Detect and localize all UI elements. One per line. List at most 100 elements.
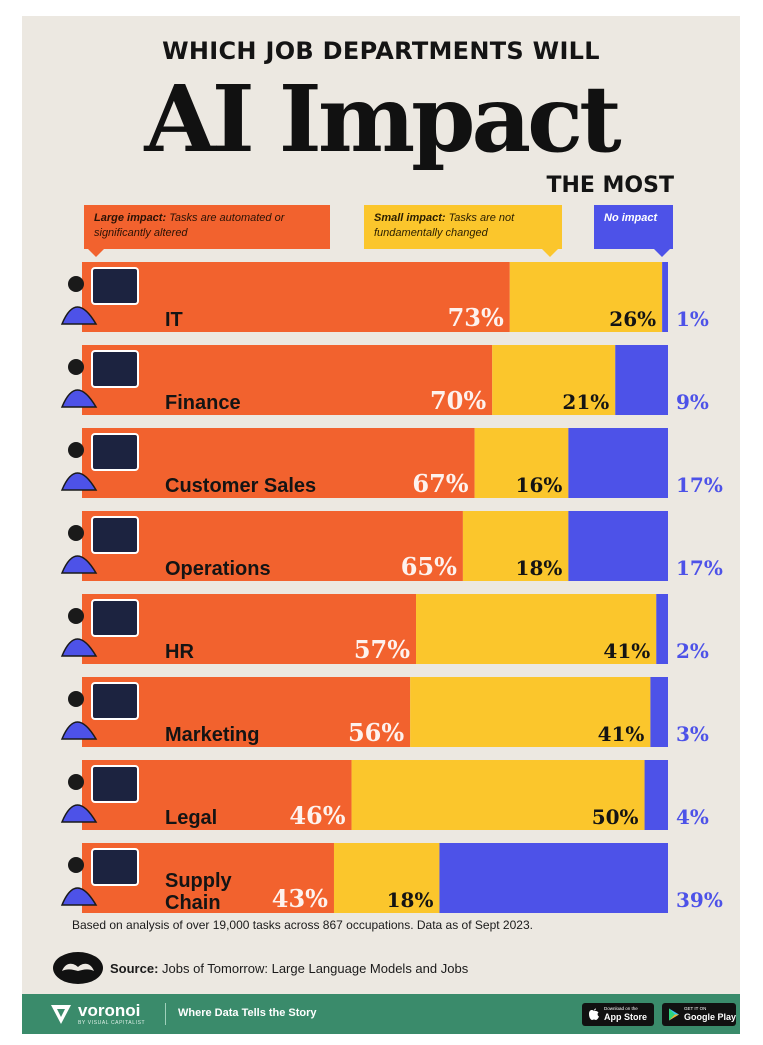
- source-line: Source: Jobs of Tomorrow: Large Language…: [110, 961, 468, 976]
- illustration-finance-screen-icon: [91, 350, 139, 388]
- value-label-finance-small-impact: 21%: [562, 390, 609, 414]
- bar-hr-small-impact: [416, 594, 657, 664]
- value-label-legal-no-impact: 4%: [676, 805, 709, 829]
- bar-customer-sales-large-impact: [82, 428, 475, 498]
- google-play-small-text: GET IT ON: [684, 1006, 707, 1011]
- bar-finance-small-impact: [492, 345, 616, 415]
- value-label-finance-no-impact: 9%: [676, 390, 709, 414]
- legend-no-impact: No impact: [594, 205, 673, 249]
- mustache-source-icon: [53, 952, 103, 984]
- illustration-operations-head-icon: [68, 525, 84, 541]
- illustration-marketing-body-icon: [60, 721, 98, 740]
- category-label-legal: Legal: [165, 807, 217, 829]
- value-label-it-large-impact: 73%: [448, 303, 504, 332]
- legend-large-pointer: [88, 249, 104, 257]
- stacked-bar-chart: 73% 26% 1% IT 70% 21% 9% Finance 67% 16% 17% Custom…: [60, 262, 723, 914]
- legend-small-text: Tasks are not fundamentally changed: [374, 212, 515, 239]
- bar-hr-no-impact: [656, 594, 668, 664]
- bar-customer-sales-small-impact: [474, 428, 569, 498]
- illustration-customer-sales-body-icon: [60, 472, 98, 491]
- source-label: Source:: [110, 961, 159, 976]
- illustration-hr-body-icon: [60, 638, 98, 657]
- category-label-customer-sales: Customer Sales: [165, 475, 316, 497]
- footnote: Based on analysis of over 19,000 tasks a…: [72, 918, 533, 932]
- illustration-it-head-icon: [68, 276, 84, 292]
- title-line-3: THE MOST: [546, 173, 674, 198]
- category-label-it: IT: [165, 309, 183, 331]
- value-label-it-small-impact: 26%: [609, 307, 656, 331]
- value-label-hr-no-impact: 2%: [676, 639, 709, 663]
- app-store-label: App Store: [604, 1012, 648, 1022]
- title-line-1: WHICH JOB DEPARTMENTS WILL: [162, 37, 600, 65]
- illustration-supply-chain-head-icon: [68, 857, 84, 873]
- value-label-hr-large-impact: 57%: [354, 635, 410, 664]
- apple-icon: [589, 1008, 599, 1020]
- legend-large-text: Tasks are automated or significantly alt…: [94, 212, 285, 239]
- illustration-supply-chain-screen-icon: [91, 848, 139, 886]
- brand-name: voronoi: [78, 1001, 141, 1020]
- legend-none-pointer: [654, 249, 670, 257]
- value-label-marketing-large-impact: 56%: [348, 718, 404, 747]
- value-label-marketing-no-impact: 3%: [676, 722, 709, 746]
- bar-it-no-impact: [662, 262, 668, 332]
- app-store-button[interactable]: Download on the App Store: [582, 1003, 654, 1026]
- illustration-legal-body-icon: [60, 804, 98, 823]
- legend-small-title: Small impact:: [374, 212, 446, 224]
- category-label-hr: HR: [165, 641, 194, 663]
- category-label-finance: Finance: [165, 392, 241, 414]
- value-label-customer-sales-small-impact: 16%: [516, 473, 563, 497]
- google-play-label: Google Play: [684, 1012, 737, 1022]
- footer-bar: voronoi BY VISUAL CAPITALIST Where Data …: [22, 994, 740, 1034]
- illustration-marketing-head-icon: [68, 691, 84, 707]
- illustration-finance-head-icon: [68, 359, 84, 375]
- bar-it-small-impact: [509, 262, 663, 332]
- google-play-icon: [669, 1008, 679, 1021]
- title-main: AI Impact: [144, 65, 621, 173]
- bar-legal-no-impact: [644, 760, 668, 830]
- illustration-legal-screen-icon: [91, 765, 139, 803]
- category-label-marketing: Marketing: [165, 724, 259, 746]
- category-label-operations: Operations: [165, 558, 271, 580]
- app-store-small-text: Download on the: [604, 1006, 638, 1011]
- bar-operations-small-impact: [462, 511, 569, 581]
- category-label-supply-chain-line2: Chain: [165, 892, 221, 914]
- value-label-supply-chain-small-impact: 18%: [387, 888, 434, 912]
- category-label-supply-chain-line1: Supply: [165, 870, 233, 892]
- illustration-it-screen-icon: [91, 267, 139, 305]
- bar-legal-small-impact: [351, 760, 645, 830]
- bar-marketing-small-impact: [410, 677, 651, 747]
- value-label-supply-chain-large-impact: 43%: [272, 884, 328, 913]
- bar-supply-chain-no-impact: [439, 843, 668, 913]
- value-label-customer-sales-large-impact: 67%: [412, 469, 468, 498]
- illustration-customer-sales-head-icon: [68, 442, 84, 458]
- illustration-marketing-screen-icon: [91, 682, 139, 720]
- value-label-operations-large-impact: 65%: [401, 552, 457, 581]
- bar-operations-no-impact: [568, 511, 668, 581]
- value-label-operations-small-impact: 18%: [516, 556, 563, 580]
- illustration-customer-sales-screen-icon: [91, 433, 139, 471]
- source-text: Jobs of Tomorrow: Large Language Models …: [158, 961, 469, 976]
- illustration-hr-screen-icon: [91, 599, 139, 637]
- illustration-legal-head-icon: [68, 774, 84, 790]
- illustration-operations-body-icon: [60, 555, 98, 574]
- value-label-supply-chain-no-impact: 39%: [676, 888, 723, 912]
- legend-small-pointer: [542, 249, 558, 257]
- legend-large-title: Large impact:: [94, 212, 167, 224]
- bar-finance-no-impact: [615, 345, 668, 415]
- google-play-button[interactable]: GET IT ON Google Play: [662, 1003, 736, 1026]
- illustration-operations-screen-icon: [91, 516, 139, 554]
- value-label-finance-large-impact: 70%: [430, 386, 486, 415]
- legend-none-title: No impact: [604, 212, 658, 224]
- value-label-marketing-small-impact: 41%: [598, 722, 645, 746]
- value-label-legal-small-impact: 50%: [592, 805, 639, 829]
- bar-operations-large-impact: [82, 511, 463, 581]
- voronoi-logo-icon: [51, 1005, 71, 1024]
- brand-subtitle: BY VISUAL CAPITALIST: [78, 1020, 146, 1026]
- bar-customer-sales-no-impact: [568, 428, 668, 498]
- footer-tagline: Where Data Tells the Story: [178, 1007, 317, 1019]
- value-label-hr-small-impact: 41%: [603, 639, 650, 663]
- value-label-customer-sales-no-impact: 17%: [676, 473, 723, 497]
- illustration-supply-chain-body-icon: [60, 887, 98, 906]
- bar-it-large-impact: [82, 262, 510, 332]
- illustration-hr-head-icon: [68, 608, 84, 624]
